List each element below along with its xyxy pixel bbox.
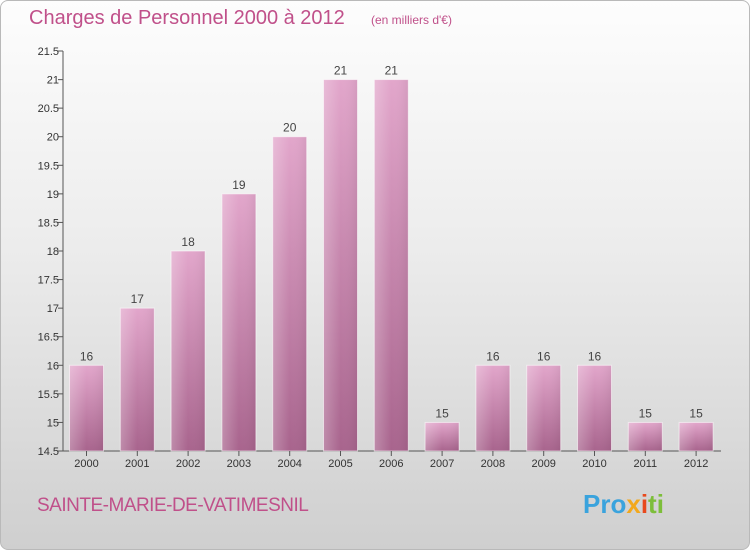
- y-tick-label: 15.5: [38, 389, 59, 401]
- chart-title: Charges de Personnel 2000 à 2012: [29, 7, 345, 29]
- bar-highlight: [69, 364, 104, 452]
- y-tick-label: 16.5: [38, 332, 59, 344]
- y-tick-label: 18: [47, 246, 59, 258]
- logo-part: x: [626, 489, 641, 519]
- x-tick-label: 2010: [582, 458, 606, 470]
- data-label: 16: [80, 349, 94, 363]
- proxiti-logo: Proxiti: [583, 489, 664, 520]
- x-tick-label: 2008: [481, 458, 505, 470]
- y-tick-label: 20: [47, 132, 59, 144]
- data-label: 15: [435, 406, 449, 420]
- y-tick-label: 19.5: [38, 160, 59, 172]
- logo-part: i: [640, 489, 649, 519]
- bar-highlight: [119, 307, 155, 452]
- x-tick-label: 2012: [684, 458, 708, 470]
- commune-name: SAINTE-MARIE-DE-VATIMESNIL: [37, 495, 309, 516]
- bar-highlight: [678, 421, 714, 452]
- bar-highlight: [424, 421, 460, 452]
- data-label: 20: [283, 121, 297, 135]
- y-tick-label: 21.5: [38, 46, 59, 58]
- x-tick-label: 2005: [328, 458, 352, 470]
- chart-unit: (en milliers d'€): [371, 13, 452, 27]
- x-tick-label: 2000: [74, 458, 98, 470]
- bar-highlight: [577, 364, 612, 452]
- y-tick-label: 15: [47, 417, 59, 429]
- logo-part: ti: [648, 489, 664, 519]
- y-tick-label: 17: [47, 303, 59, 315]
- y-tick-label: 18.5: [38, 217, 59, 229]
- x-tick-label: 2009: [531, 458, 555, 470]
- bar-highlight: [627, 421, 663, 452]
- y-tick-label: 21: [47, 75, 59, 87]
- data-label: 18: [181, 235, 195, 249]
- bar-highlight: [475, 364, 511, 452]
- y-tick-label: 14.5: [38, 446, 59, 458]
- data-label: 16: [486, 349, 500, 363]
- bar-highlight: [323, 79, 358, 452]
- x-tick-label: 2001: [125, 458, 149, 470]
- data-label: 21: [334, 64, 348, 78]
- bar-highlight: [170, 250, 206, 452]
- logo-part: Pro: [583, 489, 627, 519]
- data-label: 21: [385, 64, 399, 78]
- x-tick-label: 2003: [227, 458, 251, 470]
- y-tick-label: 16: [47, 360, 59, 372]
- y-tick-label: 17.5: [38, 275, 59, 287]
- x-tick-label: 2011: [633, 458, 657, 470]
- x-tick-label: 2007: [430, 458, 454, 470]
- y-tick-label: 19: [47, 189, 59, 201]
- bar-highlight: [272, 136, 308, 452]
- data-label: 15: [639, 406, 653, 420]
- data-label: 16: [588, 349, 602, 363]
- y-tick-label: 20.5: [38, 103, 59, 115]
- x-tick-label: 2006: [379, 458, 403, 470]
- bar-highlight: [373, 79, 409, 452]
- data-label: 17: [131, 292, 145, 306]
- data-label: 15: [689, 406, 703, 420]
- bar-highlight: [221, 193, 257, 452]
- x-tick-label: 2002: [176, 458, 200, 470]
- data-label: 16: [537, 349, 551, 363]
- x-tick-label: 2004: [277, 458, 301, 470]
- data-label: 19: [232, 178, 246, 192]
- bar-highlight: [526, 364, 562, 452]
